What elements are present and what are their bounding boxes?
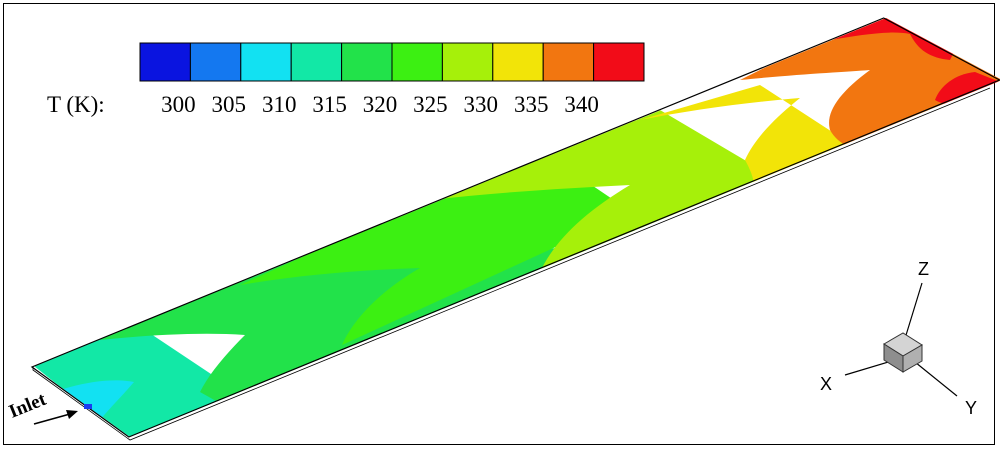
legend-swatch [542,42,595,82]
plate-edge [32,87,991,441]
legend-swatch [441,42,494,82]
inlet-label: Inlet [6,389,50,423]
legend-tick-label: 340 [564,92,599,117]
legend-tick-label: 300 [161,92,196,117]
legend-tick-label: 320 [363,92,398,117]
contour-band-330 [430,110,770,272]
inlet-port [84,404,92,409]
x-axis-label: X [820,374,832,394]
z-axis-label: Z [918,259,929,279]
legend-swatch [189,42,242,82]
triad-cube-right [902,344,923,373]
legend-tick-label: 305 [212,92,247,117]
legend-swatch [240,42,292,82]
color-legend [139,42,645,82]
legend-swatch [341,42,393,82]
legend-tick-labels: 300 305 310 315 320 325 330 335 340 [161,92,599,117]
legend-swatch [290,42,343,82]
y-axis-line [909,357,958,397]
legend-tick-label: 315 [312,92,347,117]
plate-outline [30,17,1000,438]
axis-triad: Z X Y [820,259,977,418]
legend-title: T (K): [47,92,105,117]
legend-tick-label: 310 [262,92,297,117]
legend-swatch [492,42,544,82]
x-axis-line [844,359,896,376]
inlet-arrow-head [66,410,78,419]
legend-swatch [391,42,443,82]
legend-swatch [593,42,645,82]
contour-band-320 [100,200,600,420]
legend-tick-label: 335 [514,92,549,117]
legend-tick-label: 325 [413,92,448,117]
legend-tick-label: 330 [464,92,499,117]
legend-swatch [139,42,191,82]
inlet-arrow [33,413,71,425]
y-axis-label: Y [965,398,977,418]
contour-band-325 [240,150,680,345]
